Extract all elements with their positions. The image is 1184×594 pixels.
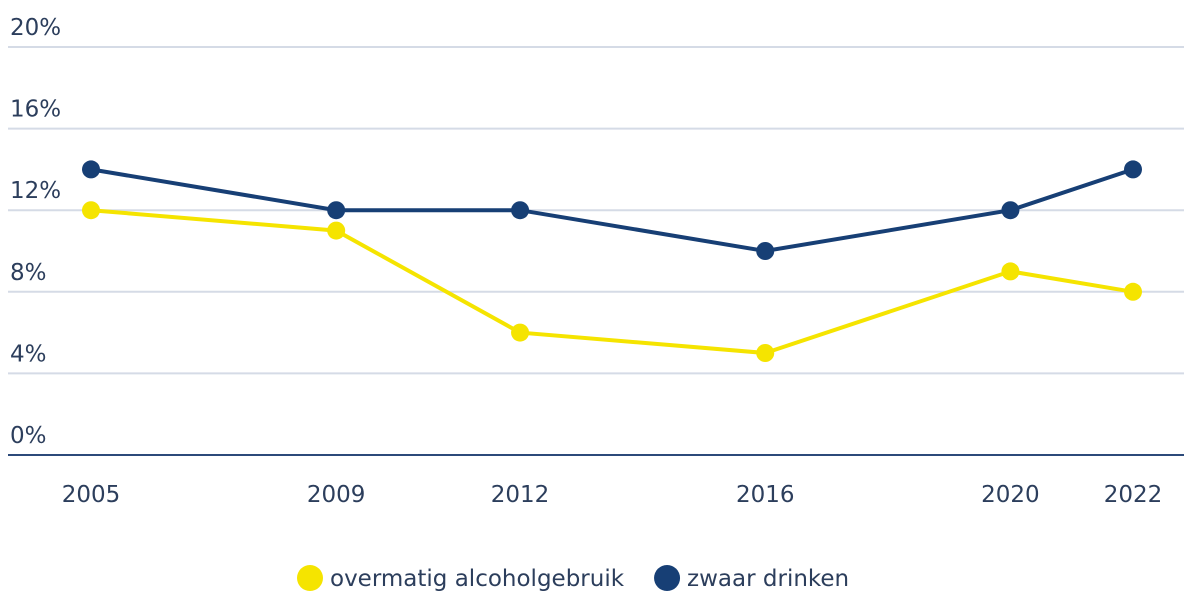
- data-point: [756, 344, 775, 362]
- legend-swatch: [654, 565, 681, 591]
- data-point: [756, 242, 775, 260]
- data-point: [327, 221, 346, 240]
- y-tick-label: 4%: [10, 341, 47, 367]
- x-tick-label: 2009: [307, 482, 366, 508]
- x-tick-label: 2016: [736, 482, 795, 508]
- data-point: [1001, 262, 1020, 281]
- y-tick-label: 12%: [10, 178, 61, 204]
- x-tick-label: 2005: [62, 482, 121, 508]
- data-point: [82, 201, 100, 220]
- data-point: [82, 160, 100, 179]
- data-point: [1124, 160, 1142, 179]
- data-point: [1001, 201, 1020, 220]
- legend-swatch: [297, 565, 323, 591]
- legend-label: overmatig alcoholgebruik: [330, 566, 625, 592]
- legend-label: zwaar drinken: [687, 566, 849, 592]
- series-line: [90, 167, 1134, 254]
- data-point: [327, 201, 346, 220]
- y-tick-label: 16%: [10, 97, 61, 123]
- data-point: [511, 323, 530, 342]
- x-tick-label: 2012: [491, 482, 550, 508]
- data-point: [1124, 282, 1142, 301]
- series-line: [90, 208, 1134, 356]
- y-tick-label: 8%: [10, 260, 47, 286]
- x-tick-label: 2020: [981, 482, 1040, 508]
- y-tick-label: 20%: [10, 15, 61, 41]
- data-point: [511, 201, 530, 220]
- y-tick-label: 0%: [10, 423, 47, 449]
- x-tick-label: 2022: [1104, 482, 1163, 508]
